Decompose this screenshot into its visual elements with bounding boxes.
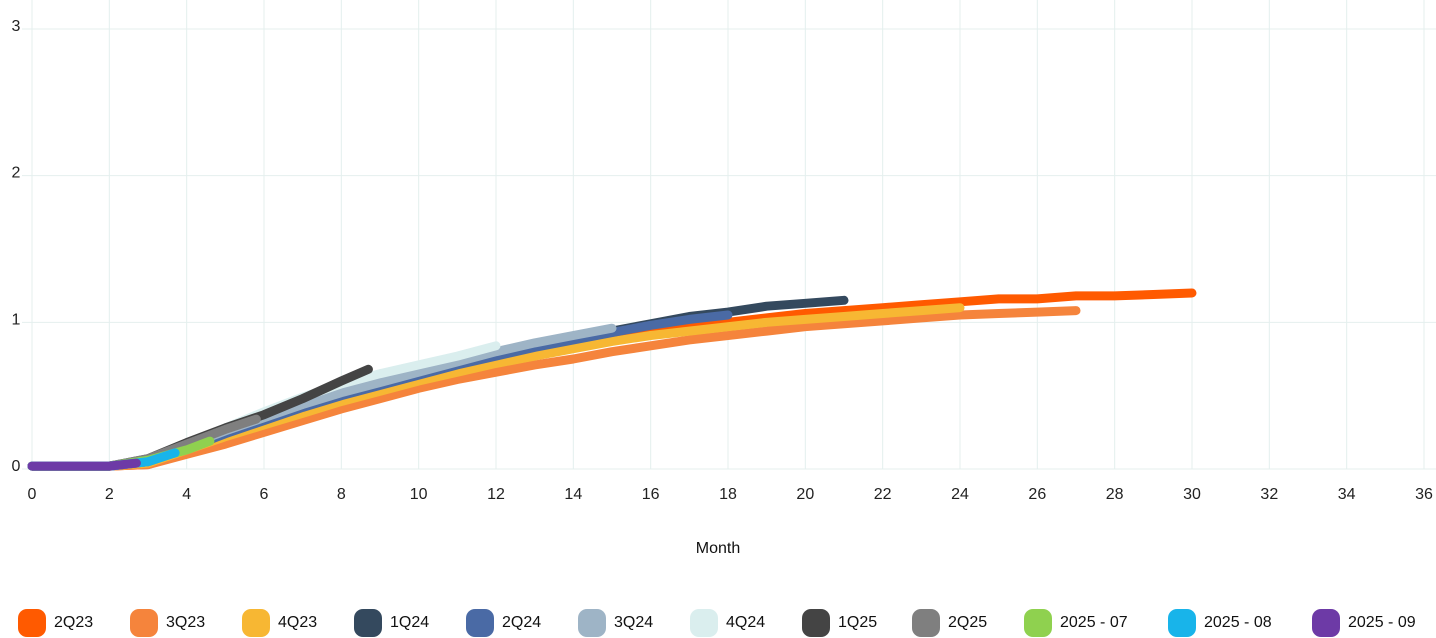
x-tick-label: 24	[951, 486, 969, 503]
legend-swatch	[1312, 609, 1340, 637]
y-tick-label: 2	[12, 165, 21, 182]
x-tick-label: 4	[182, 486, 191, 503]
legend-swatch	[130, 609, 158, 637]
series-lines	[27, 288, 1197, 471]
x-tick-label: 16	[642, 486, 660, 503]
y-tick-label: 0	[12, 458, 21, 475]
legend-swatch	[354, 609, 382, 637]
legend-item[interactable]: 2Q24	[466, 609, 578, 637]
legend-label: 2Q25	[948, 614, 988, 631]
legend-label: 4Q24	[726, 614, 766, 631]
x-tick-label: 18	[719, 486, 737, 503]
legend-item[interactable]: 2Q23	[18, 609, 130, 637]
x-tick-label: 30	[1183, 486, 1201, 503]
legend-swatch	[802, 609, 830, 637]
legend-item[interactable]: 4Q24	[690, 609, 802, 637]
legend-label: 2Q23	[54, 614, 94, 631]
legend-item[interactable]: 2025 - 07	[1024, 609, 1168, 637]
legend: 2Q23 3Q23 4Q23 1Q24 2Q24 3Q24 4Q24 1Q25 2Q25 2025…	[18, 608, 1432, 638]
x-tick-label: 12	[487, 486, 505, 503]
legend-item[interactable]: 4Q23	[242, 609, 354, 637]
legend-item[interactable]: 1Q25	[802, 609, 912, 637]
legend-item[interactable]: 2025 - 09	[1312, 609, 1432, 637]
legend-swatch	[466, 609, 494, 637]
legend-item[interactable]: 3Q24	[578, 609, 690, 637]
x-tick-label: 34	[1338, 486, 1356, 503]
x-tick-label: 32	[1260, 486, 1278, 503]
series-line-2025-09[interactable]	[27, 458, 141, 471]
x-tick-label: 14	[564, 486, 582, 503]
legend-item[interactable]: 1Q24	[354, 609, 466, 637]
legend-swatch	[1168, 609, 1196, 637]
legend-label: 2025 - 09	[1348, 614, 1416, 631]
x-tick-label: 8	[337, 486, 346, 503]
legend-label: 3Q23	[166, 614, 206, 631]
y-tick-label: 3	[12, 18, 21, 35]
x-tick-label: 26	[1028, 486, 1046, 503]
legend-swatch	[1024, 609, 1052, 637]
x-tick-label: 36	[1415, 486, 1433, 503]
x-tick-label: 6	[260, 486, 269, 503]
legend-label: 1Q25	[838, 614, 878, 631]
legend-label: 3Q24	[614, 614, 654, 631]
x-tick-label: 2	[105, 486, 114, 503]
series-line-3q23[interactable]	[27, 306, 1081, 471]
x-tick-label: 0	[28, 486, 37, 503]
x-axis-title: Month	[696, 540, 740, 557]
x-tick-label: 10	[410, 486, 428, 503]
legend-label: 4Q23	[278, 614, 318, 631]
legend-swatch	[690, 609, 718, 637]
legend-item[interactable]: 3Q23	[130, 609, 242, 637]
x-tick-label: 20	[796, 486, 814, 503]
legend-swatch	[18, 609, 46, 637]
legend-swatch	[912, 609, 940, 637]
legend-item[interactable]: 2025 - 08	[1168, 609, 1312, 637]
legend-label: 2025 - 07	[1060, 614, 1128, 631]
series-line-3q24[interactable]	[27, 323, 617, 471]
legend-label: 1Q24	[390, 614, 430, 631]
x-tick-label: 28	[1106, 486, 1124, 503]
legend-label: 2Q24	[502, 614, 542, 631]
x-tick-label: 22	[874, 486, 892, 503]
legend-label: 2025 - 08	[1204, 614, 1272, 631]
legend-item[interactable]: 2Q25	[912, 609, 1024, 637]
legend-swatch	[578, 609, 606, 637]
legend-swatch	[242, 609, 270, 637]
y-tick-label: 1	[12, 311, 21, 328]
grid	[22, 0, 1436, 470]
